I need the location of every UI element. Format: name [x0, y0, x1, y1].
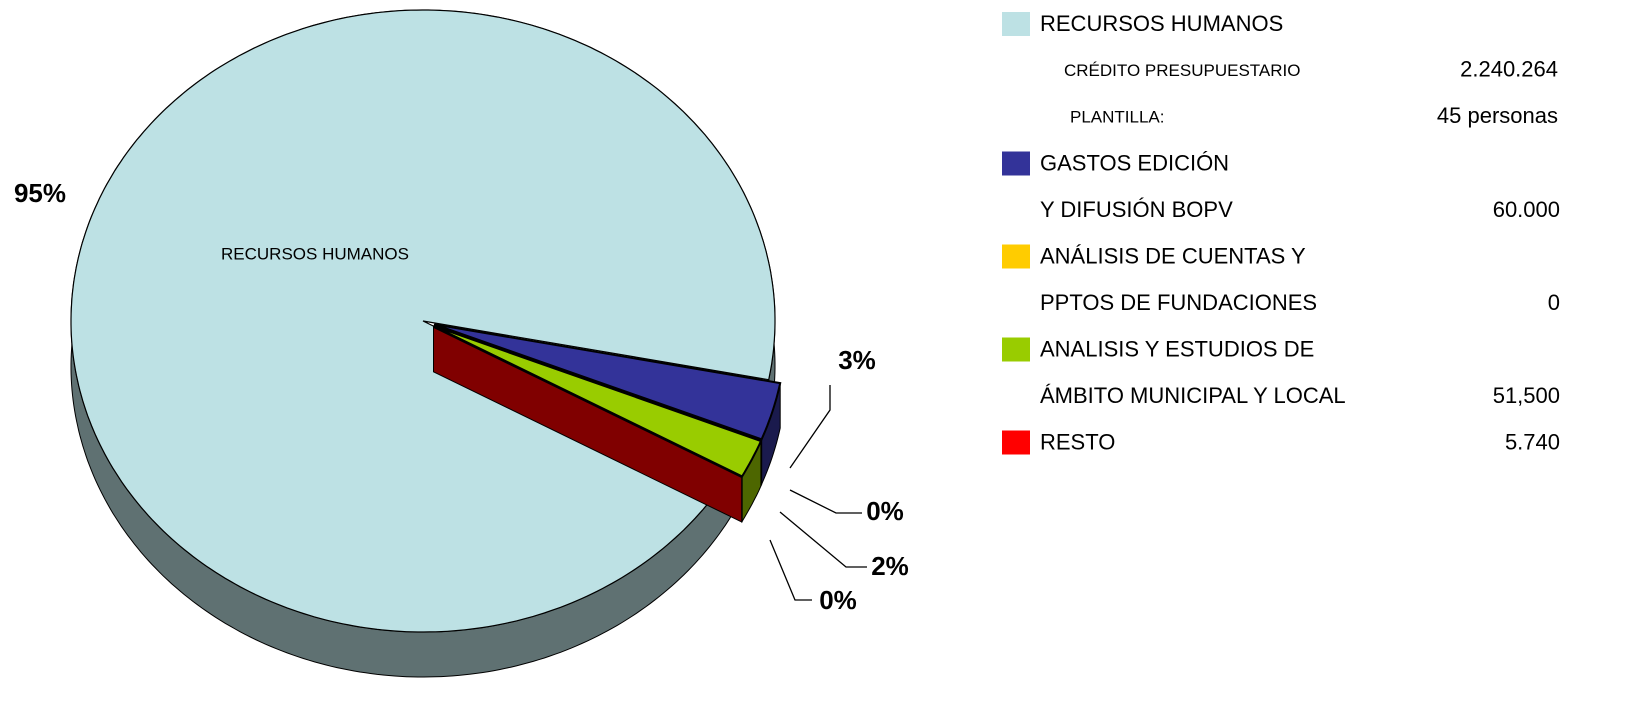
data-label: 95% [14, 178, 66, 208]
legend-amount: 51,500 [1493, 383, 1560, 408]
legend-label: ÁMBITO MUNICIPAL Y LOCAL [1040, 383, 1346, 408]
pie-slice [70, 9, 776, 633]
legend-swatch [1002, 12, 1030, 36]
data-label: 2% [871, 551, 909, 581]
legend-label: PPTOS DE FUNDACIONES [1040, 290, 1317, 315]
legend-swatch [1002, 430, 1030, 455]
legend-swatch [1002, 337, 1030, 362]
data-label: 0% [866, 496, 904, 526]
center-label: RECURSOS HUMANOS [221, 244, 409, 263]
pie [70, 9, 782, 678]
pie-slice [433, 325, 743, 478]
data-label: 0% [819, 585, 857, 615]
legend-amount: 60.000 [1493, 197, 1560, 222]
legend-label: ANALISIS Y ESTUDIOS DE [1040, 336, 1314, 361]
legend-label: RESTO [1040, 429, 1115, 454]
legend-detail-label: PLANTILLA: [1070, 107, 1165, 126]
legend-detail-value: 2.240.264 [1460, 56, 1558, 81]
legend-label: RECURSOS HUMANOS [1040, 11, 1283, 36]
legend-swatch [1002, 151, 1030, 176]
leader-line [769, 539, 812, 601]
pie-slice [434, 323, 782, 441]
data-label: 3% [838, 345, 876, 375]
legend-label: ANÁLISIS DE CUENTAS Y [1040, 243, 1306, 268]
legend-amount: 0 [1548, 290, 1560, 315]
pie-slice [433, 325, 763, 478]
legend-detail-label: CRÉDITO PRESUPUESTARIO [1064, 61, 1300, 80]
legend-detail-value: 45 personas [1437, 103, 1558, 128]
leader-line [789, 385, 831, 469]
legend-label: Y DIFUSIÓN BOPV [1040, 197, 1233, 222]
leader-line [789, 489, 862, 514]
leader-line [779, 511, 867, 568]
legend-label: GASTOS EDICIÓN [1040, 150, 1229, 175]
legend-swatch [1002, 244, 1030, 269]
labels: 95% 3% 0% 2% 0% [14, 178, 909, 615]
legend: RECURSOS HUMANOS CRÉDITO PRESUPUESTARIO 2.… [1002, 11, 1560, 455]
legend-amount: 5.740 [1505, 429, 1560, 454]
